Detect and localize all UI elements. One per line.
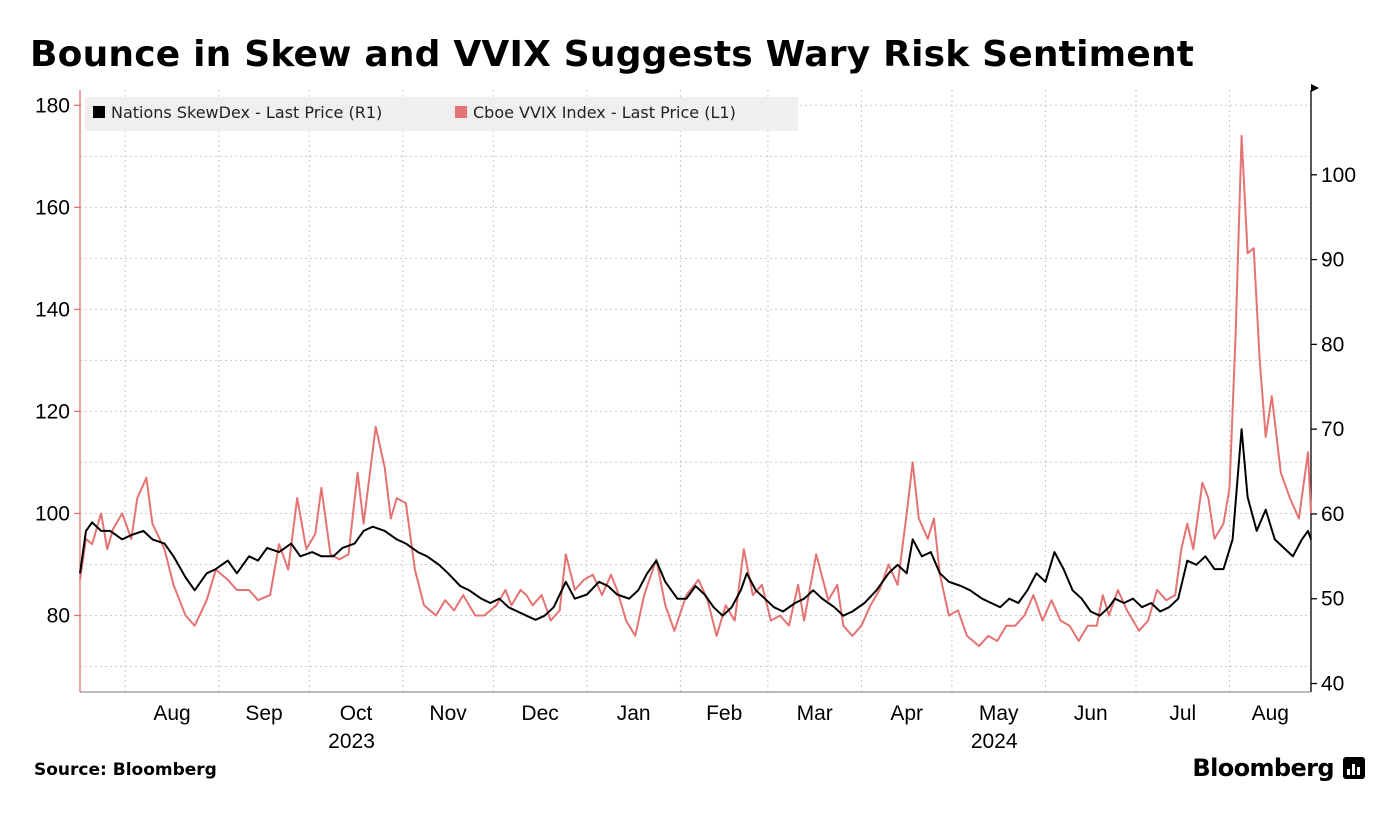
x-tick-label: Dec: [521, 702, 558, 725]
y-left-tick-label: 100: [35, 502, 70, 525]
legend-label-skewdex: Nations SkewDex - Last Price (R1): [111, 103, 382, 122]
x-tick-label: Apr: [890, 702, 923, 725]
y-right-tick-label: 90: [1321, 249, 1344, 272]
axes: [74, 84, 1319, 693]
y-left-tick-label: 80: [47, 604, 70, 627]
series-line-vvix: [79, 134, 1312, 648]
x-tick-label: Jul: [1169, 702, 1196, 725]
x-tick-label: Aug: [153, 702, 190, 725]
legend-label-vvix: Cboe VVIX Index - Last Price (L1): [473, 103, 736, 122]
y-left-tick-label: 160: [35, 196, 70, 219]
year-label: 2023: [328, 730, 375, 753]
y-right-tick-label: 80: [1321, 333, 1344, 356]
series-line-skewdex: [79, 428, 1312, 621]
year-label: 2024: [971, 730, 1018, 753]
y-right-tick-label: 40: [1321, 673, 1344, 696]
chart-title: Bounce in Skew and VVIX Suggests Wary Ri…: [30, 34, 1195, 75]
tick-labels: Aug Sep Oct Nov Dec Jan Feb Mar Apr May Jun Jul Aug 2…: [35, 94, 1356, 753]
x-tick-label: Aug: [1252, 702, 1289, 725]
y-right-tick-label: 100: [1321, 164, 1356, 187]
bar-chart-icon: [1343, 757, 1365, 779]
x-tick-label: Mar: [797, 702, 833, 725]
x-tick-label: Sep: [245, 702, 282, 725]
legend-swatch-vvix: [455, 106, 467, 118]
y-right-tick-label: 70: [1321, 418, 1344, 441]
legend-background: [85, 97, 798, 131]
source-note: Source: Bloomberg: [34, 760, 217, 780]
x-tick-label: Jan: [617, 702, 651, 725]
x-tick-label: Oct: [340, 702, 373, 725]
right-axis-arrow: [1311, 84, 1319, 92]
bloomberg-logo: Bloomberg: [1192, 754, 1334, 782]
legend: Nations SkewDex - Last Price (R1) Cboe V…: [85, 97, 798, 131]
y-right-tick-label: 60: [1321, 503, 1344, 526]
y-left-tick-label: 120: [35, 400, 70, 423]
y-left-tick-label: 140: [35, 298, 70, 321]
legend-swatch-skewdex: [93, 106, 105, 118]
series-layer: [79, 134, 1312, 648]
x-tick-label: Feb: [706, 702, 742, 725]
grid-lines: [80, 90, 1311, 692]
x-tick-label: Jun: [1074, 702, 1108, 725]
y-right-tick-label: 50: [1321, 588, 1344, 611]
x-tick-label: Nov: [429, 702, 467, 725]
y-left-tick-label: 180: [35, 94, 70, 117]
x-tick-label: May: [979, 702, 1019, 725]
